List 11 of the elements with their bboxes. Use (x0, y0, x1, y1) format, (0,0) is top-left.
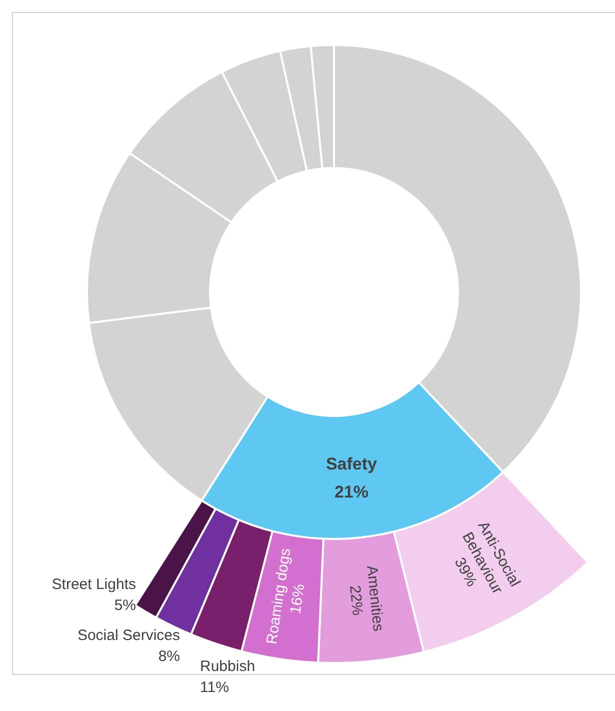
data-label: 8% (158, 648, 180, 666)
slice-label: Amenities (363, 564, 387, 632)
slice-label: Rubbish (200, 658, 256, 676)
slice-label: Safety (326, 454, 378, 474)
data-label: 11% (200, 679, 229, 696)
data-label: 22% (346, 584, 366, 616)
slice-label: Social Services (77, 627, 180, 644)
data-label: 16% (287, 582, 308, 616)
data-label: 5% (114, 597, 136, 614)
slice-label: Street Lights (52, 576, 136, 594)
data-label: 21% (334, 482, 368, 502)
